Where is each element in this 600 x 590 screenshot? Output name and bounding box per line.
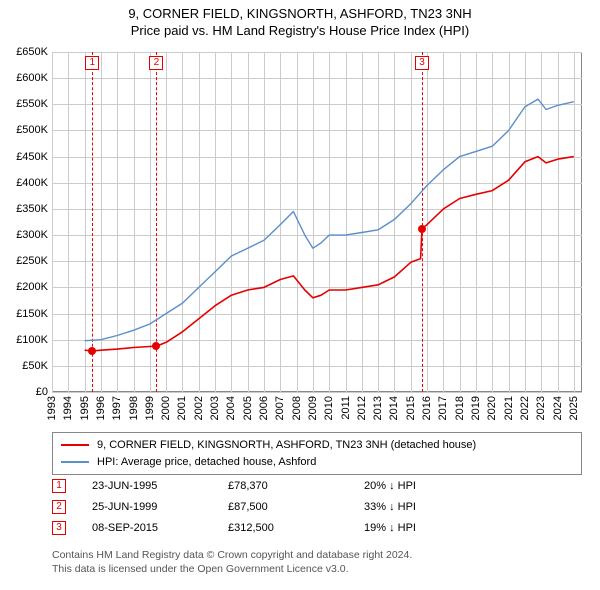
legend-item-hpi: HPI: Average price, detached house, Ashf… bbox=[61, 454, 573, 471]
x-axis-tick-label: 2007 bbox=[274, 396, 286, 420]
x-axis-tick-label: 2009 bbox=[307, 396, 319, 420]
y-axis-tick-label: £100K bbox=[0, 334, 48, 346]
legend-item-property: 9, CORNER FIELD, KINGSNORTH, ASHFORD, TN… bbox=[61, 437, 573, 454]
x-axis-tick-label: 2006 bbox=[258, 396, 270, 420]
x-axis-tick-label: 2024 bbox=[552, 396, 564, 420]
x-axis-tick-label: 2016 bbox=[421, 396, 433, 420]
attribution-footer: Contains HM Land Registry data © Crown c… bbox=[52, 548, 582, 576]
x-axis-tick-label: 1999 bbox=[144, 396, 156, 420]
sale-event-row-marker: 2 bbox=[52, 500, 66, 514]
sale-event-price: £312,500 bbox=[228, 518, 338, 539]
y-axis-tick-label: £550K bbox=[0, 98, 48, 110]
sale-event-row-marker: 1 bbox=[52, 479, 66, 493]
legend-label-property: 9, CORNER FIELD, KINGSNORTH, ASHFORD, TN… bbox=[97, 437, 476, 454]
sale-event-row: 3 08-SEP-2015 £312,500 19% ↓ HPI bbox=[52, 518, 582, 539]
y-axis-tick-label: £0 bbox=[0, 386, 48, 398]
sale-event-marker: 2 bbox=[149, 56, 163, 70]
x-axis-tick-label: 2004 bbox=[225, 396, 237, 420]
sale-event-delta: 19% ↓ HPI bbox=[364, 518, 582, 539]
x-axis-tick-label: 1994 bbox=[62, 396, 74, 420]
series-line-property bbox=[85, 157, 574, 351]
x-axis-tick-label: 1995 bbox=[79, 396, 91, 420]
legend-swatch-hpi bbox=[61, 461, 89, 463]
x-axis-tick-label: 2018 bbox=[454, 396, 466, 420]
sale-event-date: 23-JUN-1995 bbox=[92, 476, 202, 497]
chart-container: 9, CORNER FIELD, KINGSNORTH, ASHFORD, TN… bbox=[0, 0, 600, 590]
x-axis-tick-label: 2021 bbox=[503, 396, 515, 420]
x-axis-tick-label: 2022 bbox=[519, 396, 531, 420]
y-axis-tick-label: £200K bbox=[0, 281, 48, 293]
y-axis-tick-label: £500K bbox=[0, 124, 48, 136]
y-axis-tick-label: £150K bbox=[0, 308, 48, 320]
x-axis-tick-label: 1998 bbox=[128, 396, 140, 420]
gridline-horizontal bbox=[52, 392, 582, 393]
sale-event-row: 2 25-JUN-1999 £87,500 33% ↓ HPI bbox=[52, 497, 582, 518]
y-axis-tick-label: £350K bbox=[0, 203, 48, 215]
x-axis-tick-label: 2017 bbox=[437, 396, 449, 420]
x-axis-tick-label: 2012 bbox=[356, 396, 368, 420]
sale-event-dot bbox=[88, 347, 96, 355]
x-axis-tick-label: 2014 bbox=[388, 396, 400, 420]
sale-event-marker: 1 bbox=[85, 56, 99, 70]
x-axis-tick-label: 2000 bbox=[160, 396, 172, 420]
y-axis-tick-label: £250K bbox=[0, 255, 48, 267]
legend-label-hpi: HPI: Average price, detached house, Ashf… bbox=[97, 454, 316, 471]
sale-event-delta: 33% ↓ HPI bbox=[364, 497, 582, 518]
x-axis-tick-label: 2013 bbox=[372, 396, 384, 420]
chart-plot-area: 123 £0£50K£100K£150K£200K£250K£300K£350K… bbox=[52, 52, 582, 392]
sale-event-row: 1 23-JUN-1995 £78,370 20% ↓ HPI bbox=[52, 476, 582, 497]
series-line-hpi bbox=[85, 99, 574, 341]
footer-line1: Contains HM Land Registry data © Crown c… bbox=[52, 548, 582, 562]
x-axis-tick-label: 2020 bbox=[486, 396, 498, 420]
sale-event-delta: 20% ↓ HPI bbox=[364, 476, 582, 497]
legend-swatch-property bbox=[61, 444, 89, 446]
chart-legend: 9, CORNER FIELD, KINGSNORTH, ASHFORD, TN… bbox=[52, 432, 582, 475]
y-axis-tick-label: £650K bbox=[0, 46, 48, 58]
x-axis-tick-label: 2010 bbox=[323, 396, 335, 420]
sale-event-date: 25-JUN-1999 bbox=[92, 497, 202, 518]
x-axis-tick-label: 2003 bbox=[209, 396, 221, 420]
sale-event-date: 08-SEP-2015 bbox=[92, 518, 202, 539]
y-axis-tick-label: £450K bbox=[0, 151, 48, 163]
sale-event-dot bbox=[152, 342, 160, 350]
x-axis-tick-label: 2015 bbox=[405, 396, 417, 420]
chart-title-line2: Price paid vs. HM Land Registry's House … bbox=[0, 23, 600, 40]
footer-line2: This data is licensed under the Open Gov… bbox=[52, 562, 582, 576]
y-axis-tick-label: £400K bbox=[0, 177, 48, 189]
sale-event-price: £78,370 bbox=[228, 476, 338, 497]
sale-events-table: 1 23-JUN-1995 £78,370 20% ↓ HPI 2 25-JUN-1999… bbox=[52, 476, 582, 539]
y-axis-tick-label: £600K bbox=[0, 72, 48, 84]
x-axis-tick-label: 2008 bbox=[291, 396, 303, 420]
x-axis-tick-label: 2019 bbox=[470, 396, 482, 420]
sale-event-row-marker: 3 bbox=[52, 521, 66, 535]
x-axis-tick-label: 1996 bbox=[95, 396, 107, 420]
x-axis-tick-label: 2023 bbox=[535, 396, 547, 420]
x-axis-tick-label: 2002 bbox=[193, 396, 205, 420]
x-axis-tick-label: 1993 bbox=[46, 396, 58, 420]
x-axis-tick-label: 2011 bbox=[340, 396, 352, 420]
x-axis-tick-label: 2025 bbox=[568, 396, 580, 420]
x-axis-tick-label: 2001 bbox=[176, 396, 188, 420]
y-axis-tick-label: £300K bbox=[0, 229, 48, 241]
line-series-svg bbox=[52, 52, 582, 392]
chart-title-block: 9, CORNER FIELD, KINGSNORTH, ASHFORD, TN… bbox=[0, 0, 600, 40]
sale-event-dot bbox=[418, 225, 426, 233]
x-axis-tick-label: 2005 bbox=[242, 396, 254, 420]
sale-event-marker: 3 bbox=[415, 56, 429, 70]
y-axis-tick-label: £50K bbox=[0, 360, 48, 372]
x-axis-tick-label: 1997 bbox=[111, 396, 123, 420]
sale-event-price: £87,500 bbox=[228, 497, 338, 518]
chart-title-line1: 9, CORNER FIELD, KINGSNORTH, ASHFORD, TN… bbox=[0, 6, 600, 23]
